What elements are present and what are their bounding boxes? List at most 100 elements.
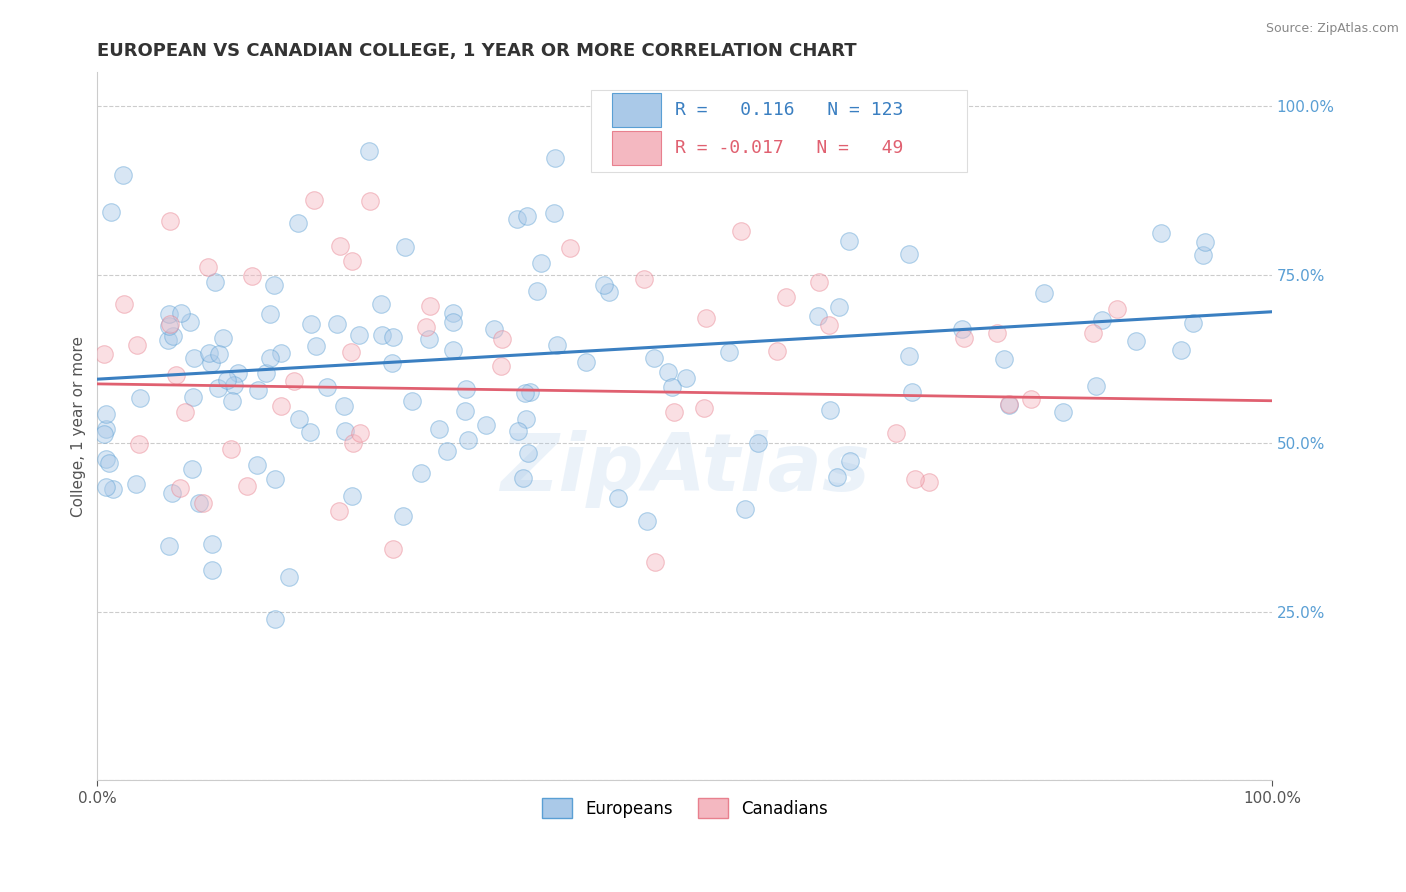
Point <box>598 285 620 299</box>
Point <box>818 402 841 417</box>
Point <box>100 205 122 219</box>
Point <box>491 332 513 346</box>
Point <box>1081 326 1104 341</box>
Point <box>94 407 117 421</box>
Point <box>515 411 537 425</box>
Point <box>593 278 616 293</box>
Point <box>226 366 249 380</box>
Point <box>998 397 1021 411</box>
FancyBboxPatch shape <box>612 93 661 127</box>
Point <box>392 509 415 524</box>
Point <box>904 472 927 486</box>
Point <box>394 240 416 254</box>
Point <box>1084 379 1107 393</box>
Point <box>283 375 305 389</box>
Point <box>125 477 148 491</box>
Point <box>181 390 204 404</box>
Point <box>436 444 458 458</box>
Point <box>1194 235 1216 250</box>
Point <box>898 247 921 261</box>
Point <box>1125 334 1147 348</box>
Point <box>530 256 553 270</box>
Point <box>807 275 830 289</box>
Point <box>201 537 224 551</box>
Point <box>270 399 292 413</box>
Point <box>575 354 598 368</box>
Point <box>302 193 325 207</box>
Point <box>441 343 464 357</box>
FancyBboxPatch shape <box>612 131 661 165</box>
Point <box>157 539 180 553</box>
Point <box>636 514 658 528</box>
Point <box>359 194 381 209</box>
Point <box>219 442 242 456</box>
Text: Source: ZipAtlas.com: Source: ZipAtlas.com <box>1265 22 1399 36</box>
Point <box>221 394 243 409</box>
Point <box>316 380 339 394</box>
Point <box>1170 343 1192 357</box>
Point <box>828 300 851 314</box>
Point <box>342 436 364 450</box>
Point <box>157 318 180 333</box>
Point <box>918 475 941 489</box>
Point <box>734 501 756 516</box>
Point <box>157 334 180 348</box>
Point <box>93 426 115 441</box>
Legend: Europeans, Canadians: Europeans, Canadians <box>534 791 834 825</box>
Point <box>558 241 581 255</box>
FancyBboxPatch shape <box>591 90 966 171</box>
Point <box>160 486 183 500</box>
Point <box>457 433 479 447</box>
Point <box>93 347 115 361</box>
Point <box>305 339 328 353</box>
Point <box>128 391 150 405</box>
Point <box>259 351 281 366</box>
Point <box>543 151 565 165</box>
Point <box>1107 301 1129 316</box>
Point <box>607 491 630 505</box>
Point <box>277 570 299 584</box>
Text: ZipAtlas: ZipAtlas <box>499 430 869 508</box>
Point <box>193 495 215 509</box>
Point <box>986 326 1008 340</box>
Point <box>263 473 285 487</box>
Point <box>235 479 257 493</box>
Point <box>693 401 716 415</box>
Point <box>183 351 205 365</box>
Point <box>717 345 740 359</box>
Point <box>661 380 683 394</box>
Point <box>441 315 464 329</box>
Point <box>382 330 405 344</box>
Point <box>333 399 356 413</box>
Point <box>730 224 752 238</box>
Point <box>1150 227 1173 241</box>
Point <box>204 276 226 290</box>
Point <box>633 272 655 286</box>
Point <box>475 418 498 433</box>
Point <box>418 333 440 347</box>
Point <box>200 356 222 370</box>
Point <box>222 378 245 392</box>
Point <box>299 317 322 331</box>
Point <box>357 144 380 158</box>
Point <box>94 421 117 435</box>
Point <box>162 329 184 343</box>
Point <box>159 317 181 331</box>
Point <box>127 337 149 351</box>
Point <box>381 356 404 370</box>
Point <box>165 368 187 382</box>
Point <box>401 393 423 408</box>
Point <box>482 322 505 336</box>
Point <box>775 290 797 304</box>
Point <box>519 385 541 400</box>
Point <box>675 370 697 384</box>
Point <box>454 404 477 418</box>
Point <box>415 319 437 334</box>
Point <box>180 462 202 476</box>
Point <box>662 405 685 419</box>
Point <box>197 345 219 359</box>
Point <box>217 373 239 387</box>
Point <box>340 344 363 359</box>
Point <box>270 345 292 359</box>
Point <box>643 351 665 365</box>
